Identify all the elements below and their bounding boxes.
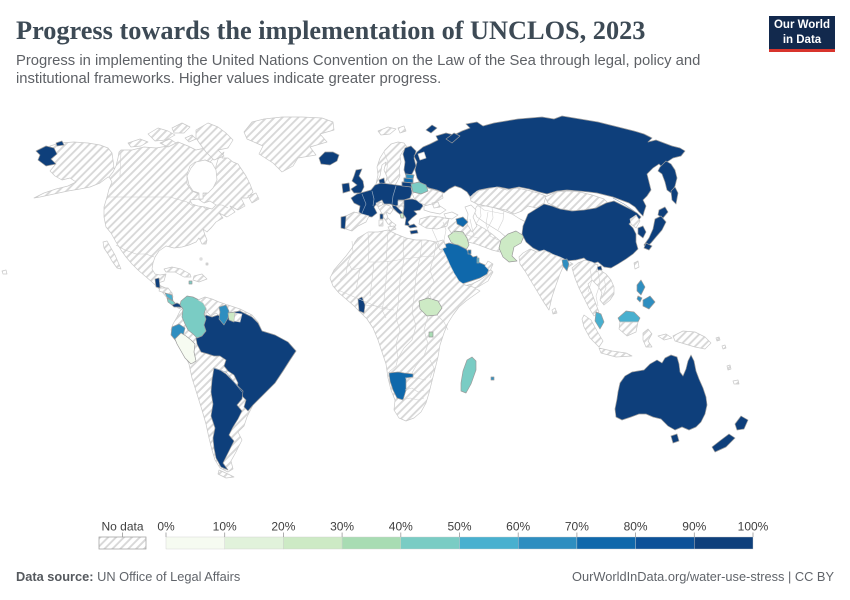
svg-text:No data: No data bbox=[101, 520, 143, 534]
svg-text:40%: 40% bbox=[389, 520, 413, 534]
svg-text:0%: 0% bbox=[157, 520, 175, 534]
svg-text:80%: 80% bbox=[624, 520, 648, 534]
svg-text:60%: 60% bbox=[506, 520, 530, 534]
svg-text:50%: 50% bbox=[447, 520, 471, 534]
svg-text:30%: 30% bbox=[330, 520, 354, 534]
svg-text:20%: 20% bbox=[271, 520, 295, 534]
svg-text:90%: 90% bbox=[682, 520, 706, 534]
svg-text:100%: 100% bbox=[738, 520, 769, 534]
svg-text:10%: 10% bbox=[213, 520, 237, 534]
svg-text:70%: 70% bbox=[565, 520, 589, 534]
